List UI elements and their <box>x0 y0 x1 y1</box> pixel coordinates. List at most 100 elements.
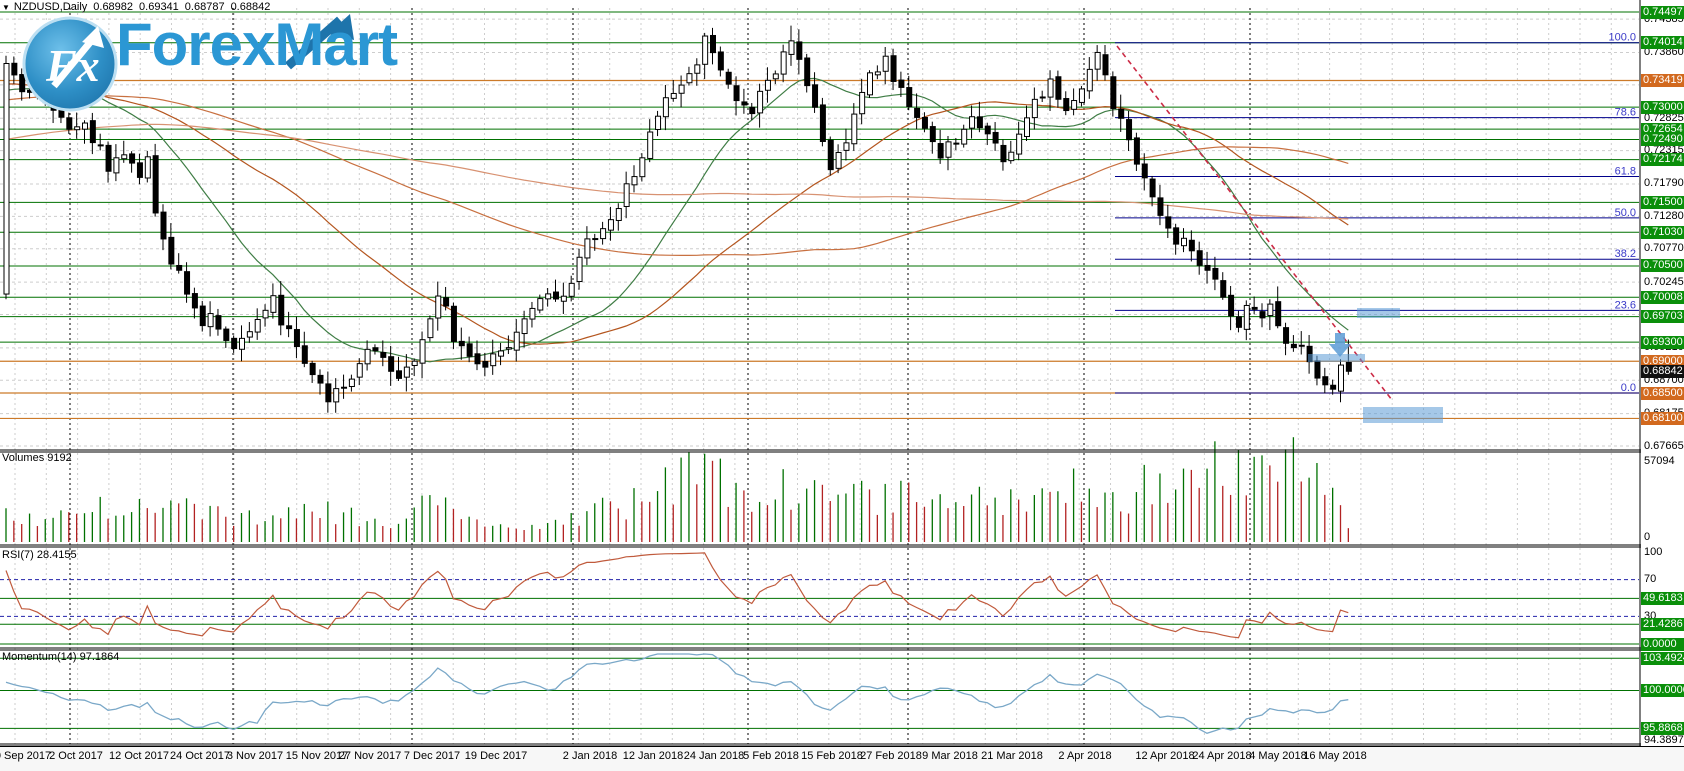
chart-title: ▼ NZDUSD,Daily 0.68982 0.69341 0.68787 0.6884… <box>2 1 276 13</box>
volumes-value: 9192 <box>47 452 72 464</box>
momentum-value: 97.1864 <box>79 651 120 663</box>
price-level-box-0.69300: 0.69300 <box>1641 336 1684 349</box>
volume-axis-min: 0 <box>1644 531 1651 543</box>
time-axis[interactable]: 0 Sep 2017 2 Oct 2017 12 Oct 2017 24 Oct 20… <box>0 747 1684 771</box>
low-value: 0.68787 <box>184 1 225 13</box>
fib-label-0.0: 0.0 <box>1621 382 1636 394</box>
price-level-box-0.73000: 0.73000 <box>1641 101 1684 114</box>
time-axis-label: 12 Apr 2018 <box>1135 750 1195 762</box>
price-axis-label-0.73860: 0.73860 <box>1644 46 1684 58</box>
ma-45 <box>5 83 1349 345</box>
time-axis-label: 9 Mar 2018 <box>922 750 978 762</box>
fib-label-100.0: 100.0 <box>1608 32 1636 44</box>
momentum-label[interactable]: Momentum(14) 97.1864 <box>2 651 120 663</box>
time-axis-label: 2 Oct 2017 <box>49 750 103 762</box>
candlesticks-layer[interactable] <box>3 25 1352 413</box>
price-level-box-0.72654: 0.72654 <box>1641 123 1684 136</box>
highlight-zone-2 <box>1308 354 1365 362</box>
price-axis[interactable]: 0.74385 0.73860 0.72825 0.72315 0.71790 0.712… <box>1641 0 1684 746</box>
momentum-level-box-103.4924: 103.4924 <box>1641 652 1684 665</box>
time-axis-label: 12 Oct 2017 <box>109 750 169 762</box>
open-value: 0.68982 <box>93 1 134 13</box>
highlight-zone-3 <box>1363 407 1443 423</box>
price-level-box-0.68500: 0.68500 <box>1641 387 1684 400</box>
ma-140 <box>5 123 1349 220</box>
price-level-box-0.72490: 0.72490 <box>1641 133 1684 146</box>
price-axis-label-0.72825: 0.72825 <box>1644 112 1684 124</box>
fib-label-38.2: 38.2 <box>1615 248 1636 260</box>
price-level-box-0.71030: 0.71030 <box>1641 226 1684 239</box>
price-level-box-0.71500: 0.71500 <box>1641 196 1684 209</box>
price-level-box-0.70008: 0.70008 <box>1641 291 1684 304</box>
time-axis-label: 24 Oct 2017 <box>170 750 230 762</box>
ma-20 <box>5 77 1349 363</box>
current-price-box: 0.68842 <box>1641 365 1684 378</box>
ma-90 <box>5 94 1349 256</box>
descending-trendline <box>1116 45 1393 401</box>
price-level-box-0.68100: 0.68100 <box>1641 412 1684 425</box>
rsi-indicator-layer <box>0 552 1639 645</box>
collapse-triangle-icon[interactable]: ▼ <box>2 3 10 12</box>
price-level-box-0.74497: 0.74497 <box>1641 6 1684 19</box>
time-axis-label: 24 Jan 2018 <box>683 750 745 762</box>
price-axis-label-0.71790: 0.71790 <box>1644 177 1684 189</box>
horizontal-levels-layer <box>0 11 1639 420</box>
analysis-zones-layer[interactable] <box>1308 308 1443 423</box>
fib-label-61.8: 61.8 <box>1615 165 1636 177</box>
time-axis-label: 12 Jan 2018 <box>622 750 684 762</box>
rsi-level-box-49.6183: 49.6183 <box>1641 592 1684 605</box>
price-axis-label-0.70770: 0.70770 <box>1644 242 1684 254</box>
symbol-period-label: NZDUSD,Daily <box>13 1 88 13</box>
grid-layer <box>0 8 1639 744</box>
momentum-level-box-95.8868: 95.8868 <box>1641 722 1684 735</box>
volumes-label[interactable]: Volumes 9192 <box>2 452 72 464</box>
time-axis-label: 2 Jan 2018 <box>562 750 618 762</box>
rsi-line <box>5 552 1349 639</box>
fib-label-23.6: 23.6 <box>1615 299 1636 311</box>
time-axis-label: 16 May 2018 <box>1303 750 1367 762</box>
momentum-indicator-layer <box>0 653 1639 735</box>
rsi-value: 28.4155 <box>36 549 77 561</box>
price-level-box-0.69703: 0.69703 <box>1641 310 1684 323</box>
fibonacci-layer[interactable]: 100.0 78.6 61.8 50.0 38.2 23.6 0.0 <box>1115 32 1639 394</box>
volume-axis-max: 57094 <box>1644 455 1675 467</box>
time-axis-label: 5 Feb 2018 <box>743 750 799 762</box>
volume-indicator-layer <box>5 437 1349 542</box>
trendline-layer[interactable] <box>1116 45 1393 401</box>
time-axis-label: 7 Dec 2017 <box>403 750 461 762</box>
price-level-box-0.74014: 0.74014 <box>1641 36 1684 49</box>
high-value: 0.69341 <box>139 1 179 13</box>
price-axis-label-0.70245: 0.70245 <box>1644 276 1684 288</box>
fib-label-78.6: 78.6 <box>1615 107 1636 119</box>
time-axis-label: 3 Nov 2017 <box>226 750 284 762</box>
rsi-label[interactable]: RSI(7) 28.4155 <box>2 549 77 561</box>
time-axis-label: 15 Nov 2017 <box>285 750 349 762</box>
rsi-level-box-21.4286: 21.4286 <box>1641 618 1684 631</box>
fib-label-50.0: 50.0 <box>1615 207 1636 219</box>
rsi-axis-100: 100 <box>1644 546 1663 558</box>
price-level-box-0.73419: 0.73419 <box>1641 74 1684 87</box>
highlight-zone-1 <box>1357 308 1400 318</box>
momentum-axis-min: 94.3897 <box>1644 734 1684 746</box>
time-axis-label: 2 Apr 2018 <box>1058 750 1112 762</box>
time-axis-label: 24 Apr 2018 <box>1192 750 1252 762</box>
close-value: 0.68842 <box>230 1 271 13</box>
time-axis-border <box>0 746 1684 747</box>
time-axis-label: 0 Sep 2017 <box>0 750 52 762</box>
rsi-axis-70: 70 <box>1644 573 1657 585</box>
price-axis-label-0.71280: 0.71280 <box>1644 210 1684 222</box>
time-axis-label: 27 Feb 2018 <box>860 750 922 762</box>
time-axis-label: 19 Dec 2017 <box>464 750 528 762</box>
price-level-box-0.70500: 0.70500 <box>1641 259 1684 272</box>
price-level-box-0.72174: 0.72174 <box>1641 153 1684 166</box>
moving-averages-layer <box>5 77 1349 363</box>
pane-separators-layer <box>0 0 1684 749</box>
rsi-level-box-0.0000: 0.0000 <box>1641 638 1684 651</box>
price-level-box-0.69000: 0.69000 <box>1641 355 1684 368</box>
momentum-line <box>5 653 1349 735</box>
time-axis-label: 4 May 2018 <box>1249 750 1307 762</box>
time-axis-label: 27 Nov 2017 <box>338 750 402 762</box>
down-arrow-icon <box>1329 333 1351 357</box>
